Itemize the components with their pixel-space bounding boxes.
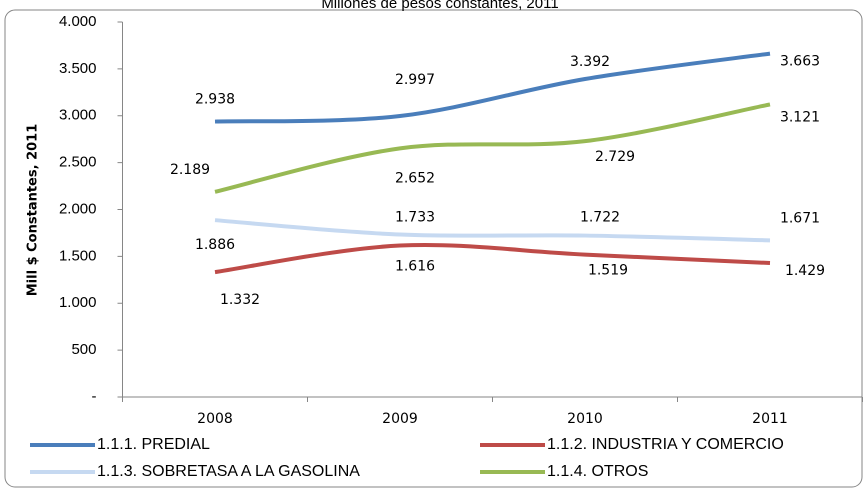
data-label: 1.332 — [220, 292, 260, 308]
legend-label: 1.1.3. SOBRETASA A LA GASOLINA — [97, 463, 360, 480]
data-label: 2.189 — [170, 162, 210, 178]
data-label: 1.722 — [580, 210, 620, 226]
y-tick-label: 1.500 — [59, 247, 97, 264]
y-tick-label: 500 — [71, 341, 96, 358]
data-label: 2.729 — [595, 149, 635, 165]
data-label: 3.121 — [780, 109, 820, 125]
data-label: 1.429 — [785, 263, 825, 279]
y-tick-label: 4.000 — [59, 13, 97, 30]
y-tick-label: 2.000 — [59, 200, 97, 217]
data-label: 3.663 — [780, 54, 820, 70]
data-label: 2.652 — [395, 170, 435, 186]
legend-label: 1.1.4. OTROS — [547, 463, 648, 480]
x-tick-label: 2011 — [752, 411, 788, 427]
chart-title: Millones de pesos constantes, 2011 — [321, 0, 558, 12]
legend-label: 1.1.2. INDUSTRIA Y COMERCIO — [547, 436, 784, 453]
x-tick-label: 2009 — [382, 411, 418, 427]
x-tick-label: 2010 — [567, 411, 603, 427]
series-line — [214, 51, 771, 124]
data-label: 1.519 — [588, 263, 628, 279]
x-tick-label: 2008 — [197, 411, 233, 427]
data-label: 1.671 — [780, 210, 820, 226]
data-label: 3.392 — [570, 54, 610, 70]
y-tick-label: 3.000 — [59, 107, 97, 124]
y-tick-label: 3.500 — [59, 60, 97, 77]
data-label: 1.733 — [395, 210, 435, 226]
y-axis-label: Mill $ Constantes, 2011 — [26, 124, 41, 297]
data-label: 2.997 — [395, 72, 435, 88]
y-tick-label: 1.000 — [59, 294, 97, 311]
legend-label: 1.1.1. PREDIAL — [97, 436, 210, 453]
series-line — [214, 218, 771, 243]
data-label: 1.616 — [395, 259, 435, 275]
data-label: 1.886 — [195, 237, 235, 253]
series-line — [214, 242, 771, 275]
data-label: 2.938 — [195, 92, 235, 108]
y-tick-label: - — [92, 388, 97, 405]
series-line — [214, 102, 771, 194]
y-tick-label: 2.500 — [59, 154, 97, 171]
